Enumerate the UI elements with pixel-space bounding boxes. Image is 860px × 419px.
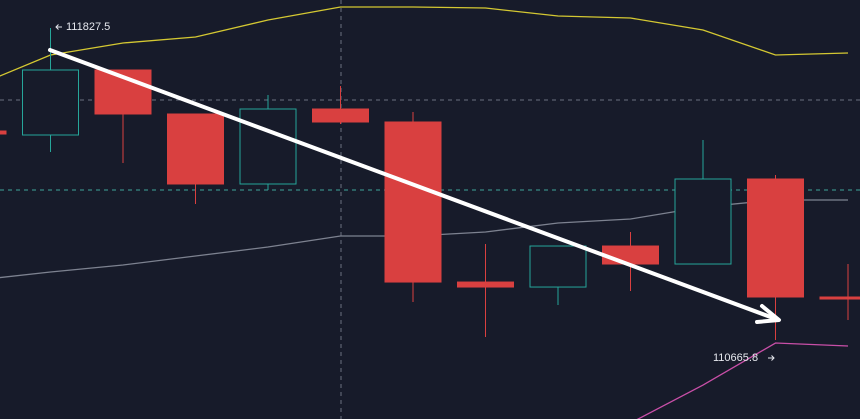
low-label: 110665.8 bbox=[713, 352, 758, 364]
label-arrow bbox=[55, 24, 62, 30]
candle-body bbox=[0, 130, 7, 135]
label-arrow bbox=[768, 355, 775, 361]
candle-body bbox=[239, 108, 297, 185]
candle-body bbox=[747, 178, 804, 298]
candle-body bbox=[384, 121, 442, 283]
band-line bbox=[636, 342, 849, 419]
candle-body bbox=[674, 178, 732, 265]
candles bbox=[0, 27, 860, 341]
high-label: 111827.5 bbox=[66, 21, 110, 33]
trend-arrow bbox=[48, 48, 781, 324]
arrow-line bbox=[48, 48, 778, 321]
candle-body bbox=[457, 281, 514, 288]
candle-body bbox=[312, 108, 369, 123]
band-line bbox=[0, 6, 849, 77]
candle-body bbox=[22, 69, 79, 136]
candle-body bbox=[819, 296, 860, 300]
candle-body bbox=[602, 245, 659, 265]
arrow-head bbox=[755, 304, 781, 324]
candle-body bbox=[529, 245, 587, 288]
candle-body bbox=[167, 113, 224, 185]
